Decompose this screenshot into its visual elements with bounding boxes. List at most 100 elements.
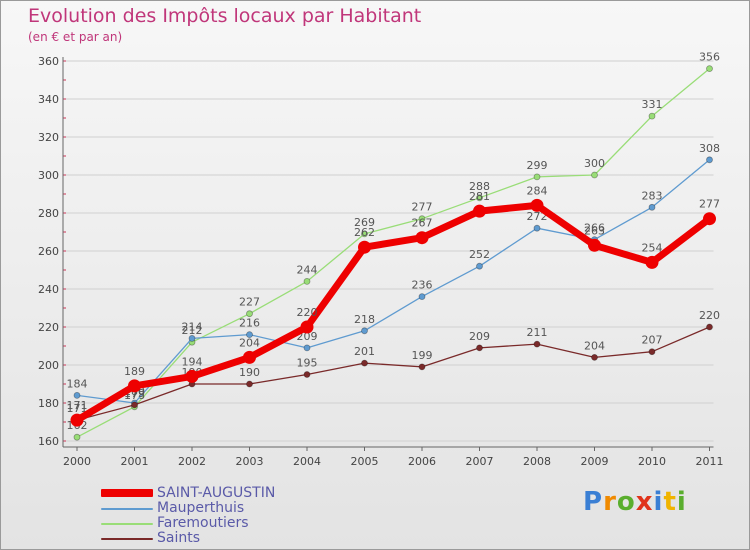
legend-swatch-faremoutiers <box>101 523 153 525</box>
data-label-mauperthuis: 266 <box>584 222 605 235</box>
series-line-faremoutiers <box>76 67 711 438</box>
x-tick-label: 2003 <box>236 455 264 468</box>
y-tick-label: 160 <box>38 435 59 448</box>
x-tick-label: 2000 <box>63 455 91 468</box>
logo-letter: t <box>663 487 677 517</box>
legend-swatch-mauperthuis <box>101 508 153 510</box>
data-point-mauperthuis <box>188 334 196 342</box>
data-label-saint-augustin: 263 <box>584 224 605 237</box>
logo-letter: i <box>676 487 687 517</box>
data-point-saint-augustin <box>530 198 544 212</box>
data-point-faremoutiers <box>246 310 253 318</box>
data-label-mauperthuis: 214 <box>182 320 203 333</box>
data-label-mauperthuis: 218 <box>354 313 375 326</box>
logo-letter: x <box>635 487 654 517</box>
data-point-saints <box>706 323 713 331</box>
data-label-saints: 199 <box>412 349 433 362</box>
data-label-saints: 204 <box>584 339 605 352</box>
data-point-saint-augustin <box>128 379 141 393</box>
data-label-mauperthuis: 216 <box>239 317 260 330</box>
logo-letter: r <box>603 487 617 517</box>
data-point-saint-augustin <box>473 204 486 218</box>
data-point-mauperthuis <box>648 203 656 211</box>
proxiti-logo: Proxiti <box>583 487 687 517</box>
data-point-faremoutiers <box>706 65 713 72</box>
data-label-faremoutiers: 269 <box>354 216 375 229</box>
x-tick-label: 2005 <box>351 455 379 468</box>
data-label-faremoutiers: 227 <box>239 296 260 309</box>
data-label-mauperthuis: 236 <box>412 279 433 292</box>
data-label-saints: 171 <box>67 402 88 415</box>
legend-swatch-saints <box>101 538 153 540</box>
data-label-saint-augustin: 189 <box>124 365 145 378</box>
series-line-saint-augustin <box>73 201 713 424</box>
legend-label-saint-augustin: SAINT-AUGUSTIN <box>157 485 276 501</box>
data-label-mauperthuis: 252 <box>469 248 490 261</box>
data-point-saint-augustin <box>588 238 601 252</box>
data-point-mauperthuis <box>706 156 713 164</box>
data-point-mauperthuis <box>361 327 368 335</box>
data-label-faremoutiers: 277 <box>412 201 433 214</box>
data-point-mauperthuis <box>418 293 426 301</box>
data-label-faremoutiers: 300 <box>584 157 605 170</box>
data-label-mauperthuis: 308 <box>699 142 720 155</box>
data-label-faremoutiers: 299 <box>527 159 548 172</box>
data-point-saint-augustin <box>415 231 429 245</box>
y-tick-label: 340 <box>38 93 59 106</box>
data-point-saints <box>476 344 483 352</box>
legend-label-saints: Saints <box>157 530 201 546</box>
data-point-faremoutiers <box>303 277 311 285</box>
data-point-faremoutiers <box>73 433 81 441</box>
data-label-saints: 220 <box>699 309 720 322</box>
data-label-saints: 211 <box>527 326 548 339</box>
data-label-saint-augustin: 171 <box>67 399 88 412</box>
series-line-saints <box>76 326 711 421</box>
data-label-faremoutiers: 356 <box>699 51 720 64</box>
data-label-faremoutiers: 331 <box>642 98 663 111</box>
data-label-saint-augustin: 254 <box>642 241 663 254</box>
data-label-saint-augustin: 204 <box>239 336 260 349</box>
data-point-saints <box>131 401 138 409</box>
y-tick-label: 240 <box>38 283 59 296</box>
data-label-saint-augustin: 262 <box>354 226 375 239</box>
data-label-saint-augustin: 194 <box>182 355 203 368</box>
logo-letter: i <box>653 487 664 517</box>
x-tick-label: 2010 <box>638 455 666 468</box>
y-tick-label: 200 <box>38 359 59 372</box>
data-point-faremoutiers <box>476 194 483 202</box>
data-label-saint-augustin: 220 <box>297 306 318 319</box>
data-label-saints: 195 <box>297 357 318 370</box>
chart-title: Evolution des Impôts locaux par Habitant <box>28 5 422 27</box>
data-label-saints: 207 <box>642 334 663 347</box>
x-tick-label: 2008 <box>523 455 551 468</box>
legend-label-mauperthuis: Mauperthuis <box>157 500 245 516</box>
x-tick-label: 2011 <box>696 455 724 468</box>
data-label-mauperthuis: 283 <box>642 189 663 202</box>
data-label-faremoutiers: 244 <box>297 263 318 276</box>
data-point-mauperthuis <box>246 331 253 339</box>
x-tick-label: 2001 <box>121 455 149 468</box>
data-label-saint-augustin: 277 <box>699 198 720 211</box>
legend-label-faremoutiers: Faremoutiers <box>157 515 249 531</box>
logo-letter: o <box>616 487 636 517</box>
data-point-faremoutiers <box>591 171 598 179</box>
data-point-saint-augustin <box>300 320 314 334</box>
data-point-faremoutiers <box>361 230 368 238</box>
data-label-saints: 190 <box>239 366 260 379</box>
data-point-saint-augustin <box>358 240 371 254</box>
data-point-mauperthuis <box>476 262 483 270</box>
y-tick-label: 320 <box>38 131 59 144</box>
data-point-saints <box>648 348 656 356</box>
x-tick-label: 2002 <box>178 455 206 468</box>
data-point-saints <box>246 380 253 388</box>
data-point-mauperthuis <box>303 344 311 352</box>
data-point-mauperthuis <box>533 224 541 232</box>
data-point-saints <box>361 359 368 367</box>
y-tick-label: 300 <box>38 169 59 182</box>
data-label-faremoutiers: 288 <box>469 180 490 193</box>
data-label-saints: 209 <box>469 330 490 343</box>
data-point-saint-augustin <box>645 255 659 269</box>
x-tick-label: 2007 <box>466 455 494 468</box>
